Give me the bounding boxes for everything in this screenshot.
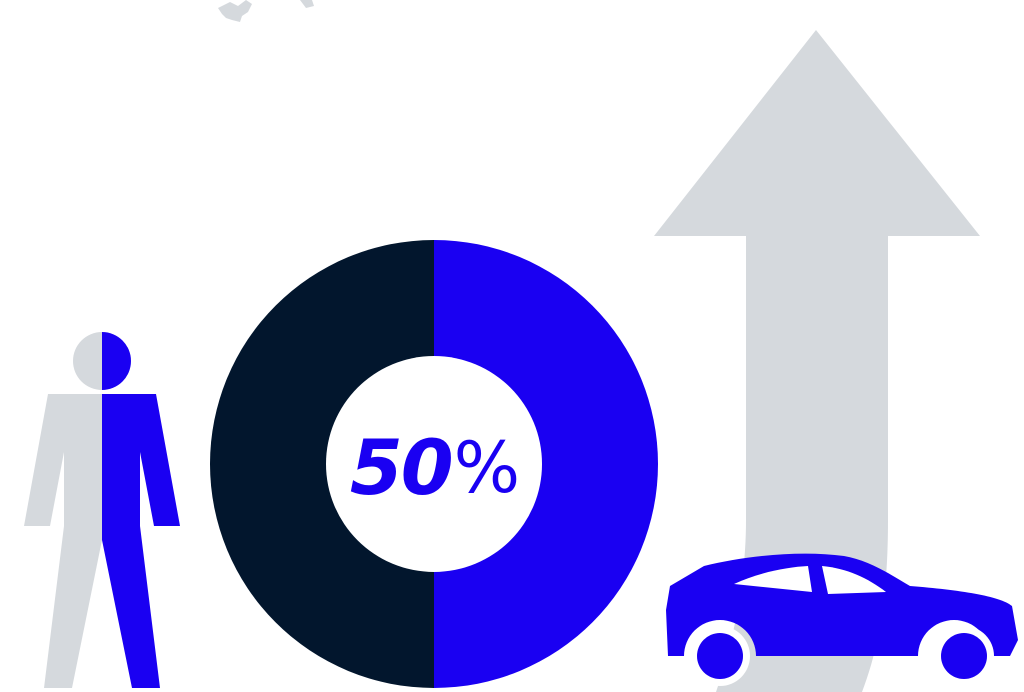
- car-wheel-rear-tire: [941, 633, 987, 679]
- donut-hole: [326, 356, 542, 572]
- car-window-rear: [822, 566, 886, 594]
- car-window-front: [734, 566, 812, 592]
- person-icon: [24, 332, 180, 688]
- donut-segment-left: [210, 240, 434, 688]
- person-body-right: [102, 394, 180, 688]
- donut-segment-right: [434, 240, 658, 688]
- donut-chart: [210, 240, 658, 688]
- person-body-left: [24, 394, 102, 688]
- map-fragment: [218, 0, 314, 22]
- up-arrow-icon: [654, 30, 980, 692]
- car-wheel-front-tire: [697, 633, 743, 679]
- car-icon: [666, 553, 1018, 686]
- percentage-label: 50%: [328, 398, 542, 538]
- person-head-right: [102, 332, 131, 390]
- percentage-unit: %: [453, 427, 521, 509]
- person-head-left: [73, 332, 102, 390]
- percentage-value: 50: [349, 423, 454, 512]
